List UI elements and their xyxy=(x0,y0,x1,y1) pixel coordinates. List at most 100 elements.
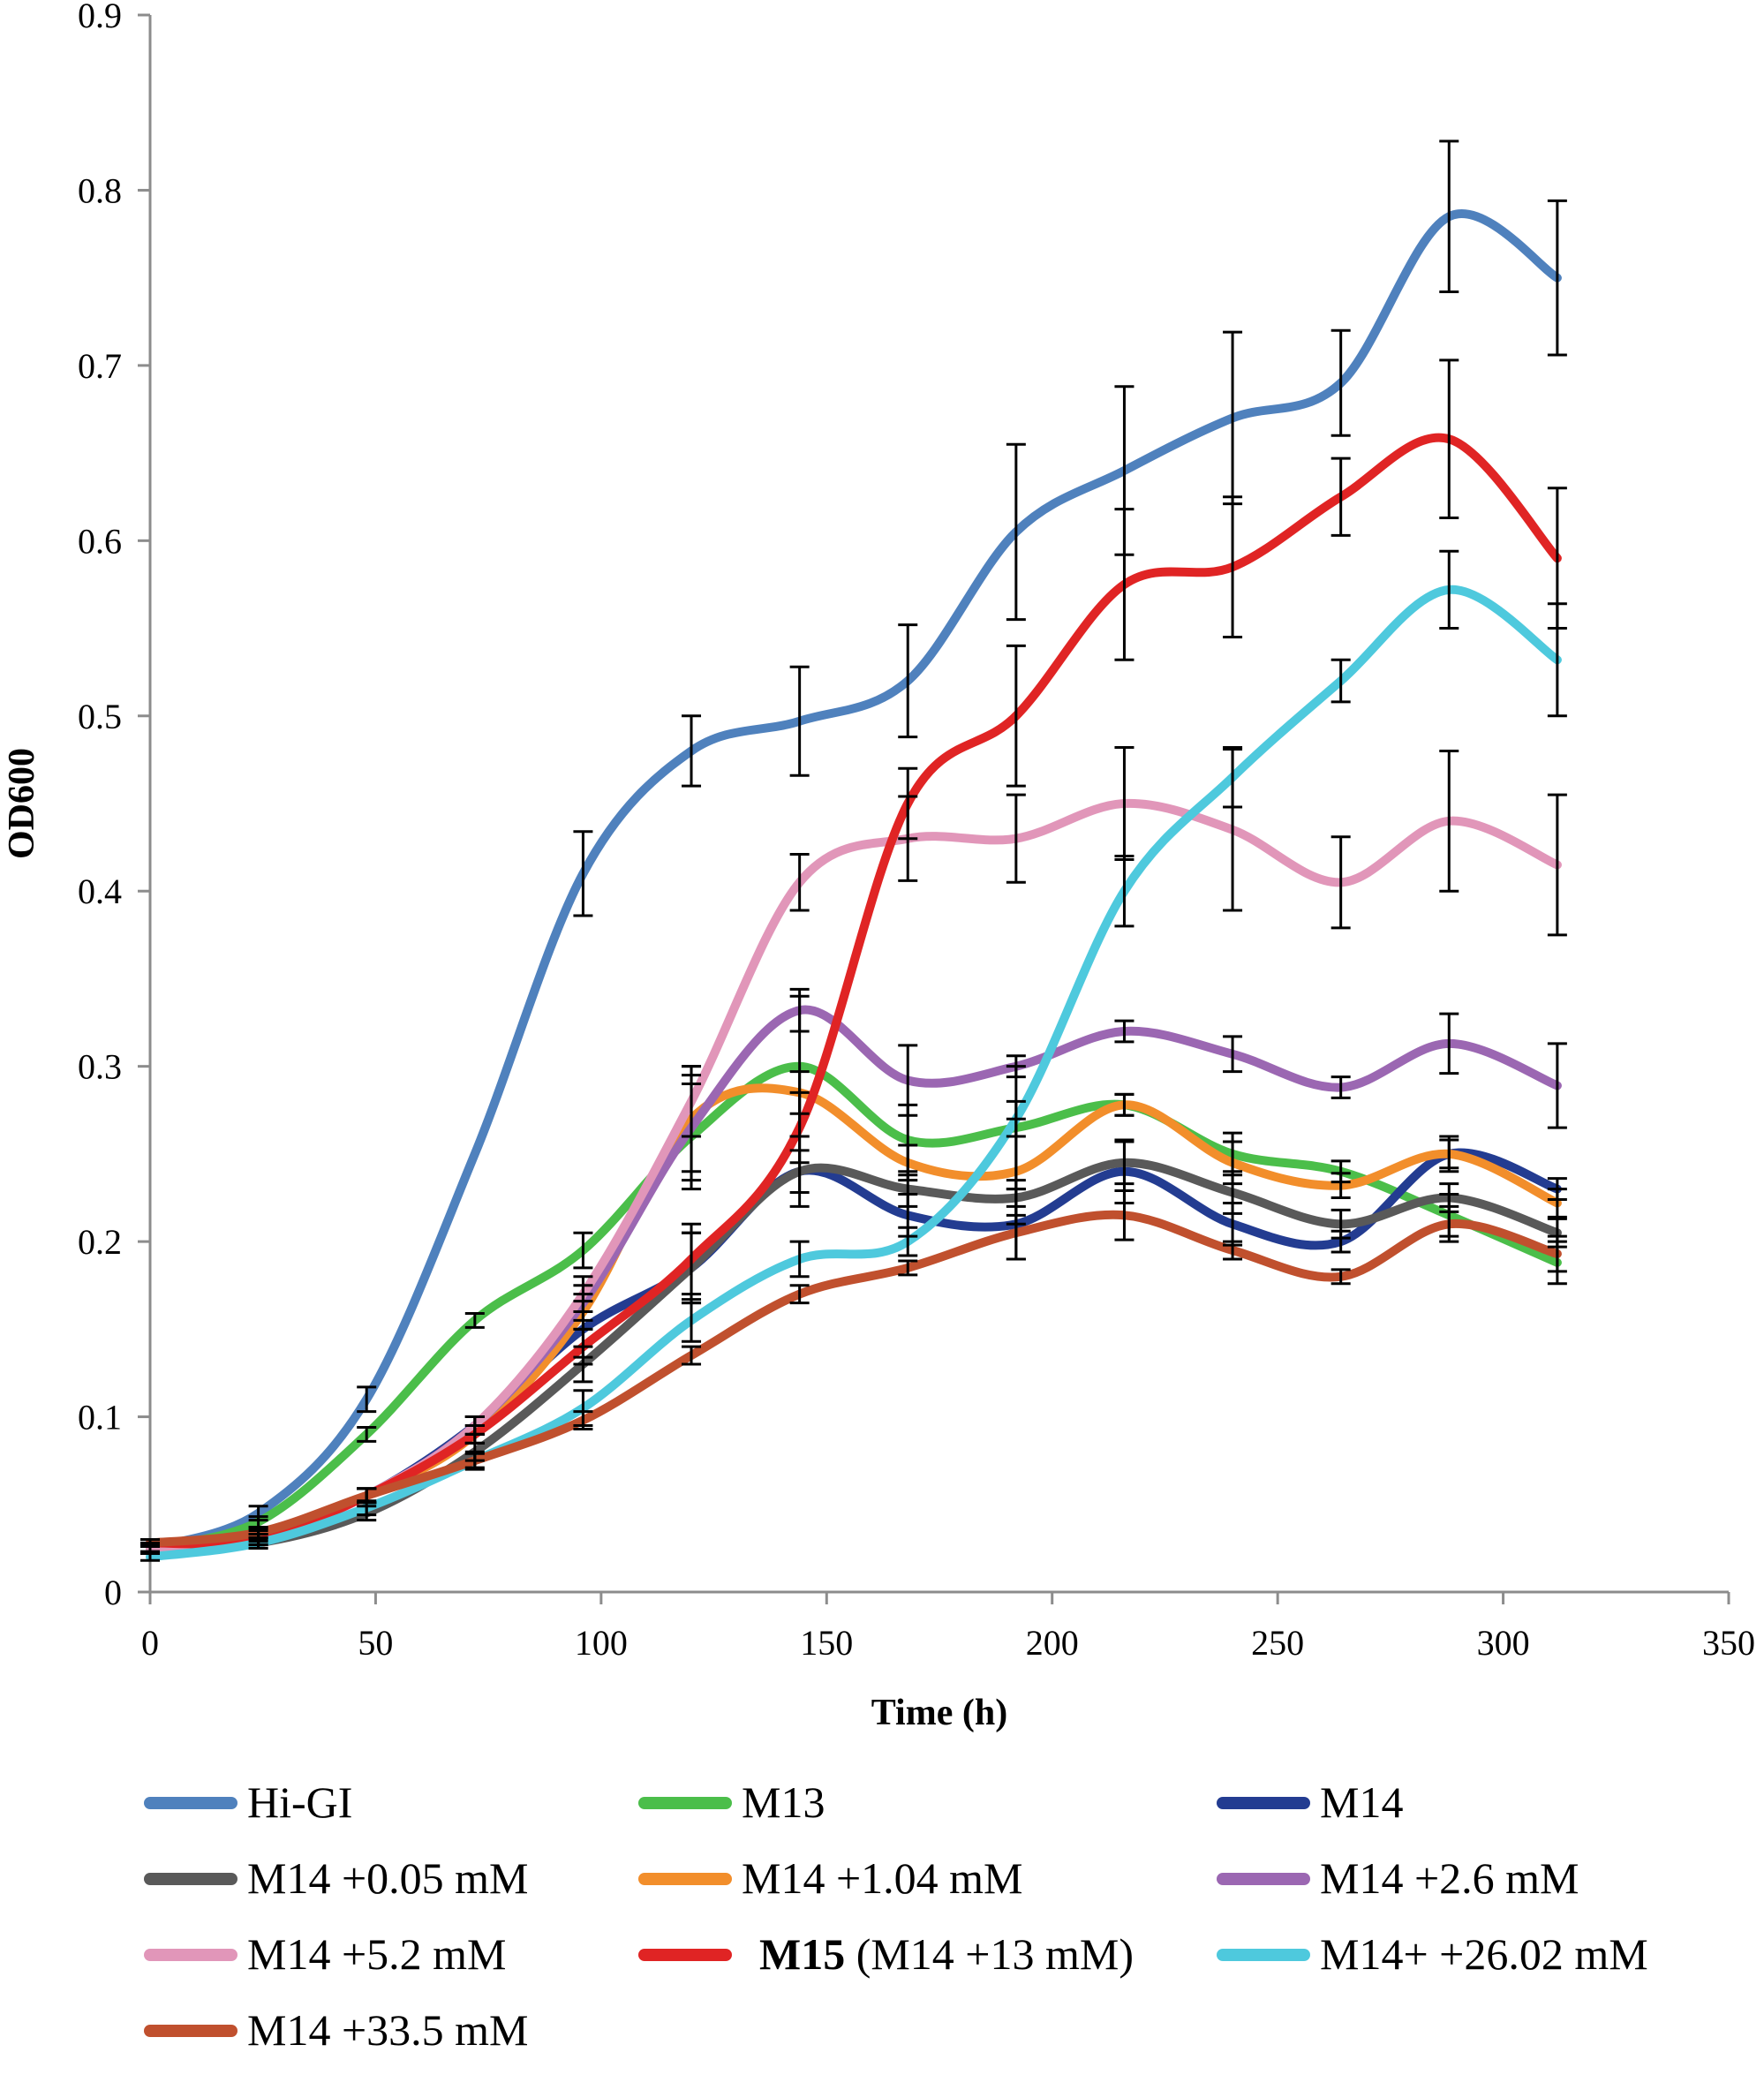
error-bar xyxy=(1439,1012,1459,1075)
series-line-hi-gi xyxy=(146,209,1562,1553)
series-line-m14-0-05-mm xyxy=(146,1158,1562,1553)
error-bar xyxy=(140,1551,160,1562)
y-tick-label: 0.5 xyxy=(78,697,122,736)
error-bar xyxy=(1331,658,1351,704)
y-tick-label: 0.4 xyxy=(78,872,122,911)
legend-label: M14 +5.2 mM xyxy=(247,1929,507,1979)
series-layer xyxy=(146,209,1562,1562)
legend-item: M14 +2.6 mM xyxy=(1217,1853,1579,1903)
axes xyxy=(148,15,1729,1594)
x-tick-label: 0 xyxy=(141,1623,159,1663)
error-bar xyxy=(898,766,918,841)
series-line-m13 xyxy=(146,1061,1562,1553)
series-line-m14-1-04-mm xyxy=(146,1083,1562,1553)
legend-item: Hi-GI xyxy=(144,1777,352,1827)
legend-label: M14 +0.05 mM xyxy=(247,1853,529,1903)
legend-label-rest: (M14 +13 mM) xyxy=(845,1929,1134,1979)
error-bar xyxy=(1006,1054,1026,1079)
error-bar xyxy=(1223,1035,1243,1074)
error-bar xyxy=(1114,855,1135,928)
y-tick-label: 0 xyxy=(104,1573,122,1612)
error-bar xyxy=(789,1284,810,1305)
x-tick-label: 100 xyxy=(575,1623,628,1663)
error-bar xyxy=(573,1410,593,1430)
error-bar xyxy=(357,1425,377,1443)
error-bar xyxy=(898,1226,918,1257)
error-bar xyxy=(1331,328,1351,437)
error-bar xyxy=(1331,1208,1351,1240)
error-bar xyxy=(464,1452,485,1469)
error-bar xyxy=(1439,749,1459,893)
errorbar-layer xyxy=(140,140,1567,1562)
error-bar xyxy=(573,1327,593,1366)
legend-item: M14 +33.5 mM xyxy=(144,2005,529,2055)
legend-label: M14+ +26.02 mM xyxy=(1320,1929,1648,1979)
legend-label: M15 (M14 +13 mM) xyxy=(759,1929,1134,1979)
error-bar xyxy=(789,1090,810,1165)
error-bar xyxy=(1439,1204,1459,1243)
y-axis-title: OD600 xyxy=(2,748,42,859)
error-bar xyxy=(1331,1268,1351,1286)
legend-label: M14 +1.04 mM xyxy=(742,1853,1023,1903)
error-bar xyxy=(789,1240,810,1279)
series-line-m15-m14-13-mm xyxy=(146,433,1562,1549)
error-bar xyxy=(1547,1042,1567,1129)
error-bar xyxy=(1547,793,1567,937)
x-tick-label: 300 xyxy=(1477,1623,1530,1663)
error-bar xyxy=(1547,602,1567,718)
x-tick-label: 350 xyxy=(1702,1623,1755,1663)
error-bar xyxy=(898,1143,918,1182)
error-bar xyxy=(1439,1138,1459,1170)
y-tick-label: 0.3 xyxy=(78,1047,122,1087)
error-bar xyxy=(464,1423,485,1445)
error-bar xyxy=(573,830,593,917)
error-bar xyxy=(1223,1240,1243,1261)
error-bar xyxy=(1331,1172,1351,1199)
error-bar xyxy=(1223,745,1243,809)
error-bar xyxy=(682,714,702,788)
error-bar xyxy=(898,623,918,739)
error-bar xyxy=(1006,1204,1026,1261)
y-tick-label: 0.7 xyxy=(78,346,122,386)
error-bar xyxy=(357,1487,377,1505)
legend-label: M14 +33.5 mM xyxy=(247,2005,529,2055)
error-bar xyxy=(682,1065,702,1138)
error-bar xyxy=(682,1222,702,1296)
x-axis-title: Time (h) xyxy=(871,1693,1007,1733)
error-bar xyxy=(1223,495,1243,638)
legend-item: M14 xyxy=(1217,1777,1403,1827)
error-bar xyxy=(1006,442,1026,622)
legend-item: M14 +5.2 mM xyxy=(144,1929,507,1979)
error-bar xyxy=(898,1044,918,1117)
legend-item: M14+ +26.02 mM xyxy=(1217,1929,1648,1979)
legend-item: M14 +1.04 mM xyxy=(638,1853,1023,1903)
error-bar xyxy=(1006,793,1026,884)
error-bar xyxy=(789,853,810,912)
legend-item: M15 (M14 +13 mM) xyxy=(638,1929,1134,1979)
error-bar xyxy=(1331,1075,1351,1099)
error-bar xyxy=(464,1311,485,1329)
y-tick-label: 0.1 xyxy=(78,1398,122,1437)
error-bar xyxy=(1114,1092,1135,1117)
error-bar xyxy=(357,1385,377,1414)
x-tick-label: 150 xyxy=(800,1623,853,1663)
y-tick-label: 0.8 xyxy=(78,170,122,210)
error-bar xyxy=(1439,140,1459,294)
error-bar xyxy=(1331,456,1351,537)
error-bar xyxy=(682,1298,702,1343)
error-bar xyxy=(1439,358,1459,520)
error-bar xyxy=(573,1275,593,1313)
legend-label: M14 +2.6 mM xyxy=(1320,1853,1579,1903)
error-bar xyxy=(1547,199,1567,357)
legend-label: M14 xyxy=(1320,1777,1403,1827)
error-bar xyxy=(1114,1019,1135,1044)
x-tick-label: 250 xyxy=(1251,1623,1304,1663)
legend-item: M14 +0.05 mM xyxy=(144,1853,529,1903)
error-bar xyxy=(789,665,810,777)
error-bar xyxy=(248,1526,268,1539)
legend-label: Hi-GI xyxy=(247,1777,352,1827)
error-bar xyxy=(1114,1140,1135,1186)
error-bar xyxy=(573,1231,593,1270)
